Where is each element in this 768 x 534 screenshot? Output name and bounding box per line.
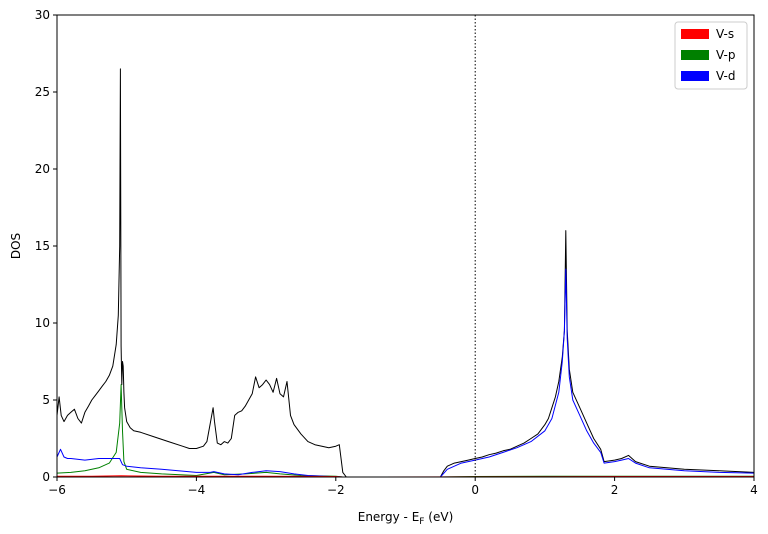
x-axis-label: Energy - EF (eV) xyxy=(358,510,454,527)
y-tick-label: 25 xyxy=(35,85,50,99)
axis-ticks: −6 −4 −2 0 2 4 0 5 10 15 20 25 30 xyxy=(35,8,758,497)
axes-frame xyxy=(56,14,755,478)
plot-area xyxy=(56,15,755,478)
x-tick-label: 2 xyxy=(611,483,619,497)
series-line-total xyxy=(56,68,755,478)
legend: V-s V-p V-d xyxy=(674,21,748,90)
legend-swatch xyxy=(681,50,709,60)
y-tick-label: 5 xyxy=(42,393,50,407)
legend-swatch xyxy=(681,29,709,39)
x-tick-label: −4 xyxy=(188,483,206,497)
x-tick-label: −2 xyxy=(327,483,345,497)
y-tick-label: 0 xyxy=(42,470,50,484)
y-tick-label: 10 xyxy=(35,316,50,330)
legend-label: V-d xyxy=(716,69,735,83)
x-tick-label: −6 xyxy=(48,483,66,497)
y-axis-label: DOS xyxy=(9,233,23,259)
legend-label: V-p xyxy=(716,48,735,62)
x-tick-label: 0 xyxy=(471,483,479,497)
y-tick-label: 30 xyxy=(35,8,50,22)
y-tick-label: 20 xyxy=(35,162,50,176)
legend-swatch xyxy=(681,71,709,81)
series-line-v-d xyxy=(56,268,755,478)
y-tick-label: 15 xyxy=(35,239,50,253)
x-tick-label: 4 xyxy=(750,483,758,497)
x-axis-label-subscript: F xyxy=(419,517,424,527)
x-axis-label-unit: (eV) xyxy=(424,510,453,524)
x-axis-label-main: Energy - E xyxy=(358,510,420,524)
legend-label: V-s xyxy=(716,27,734,41)
